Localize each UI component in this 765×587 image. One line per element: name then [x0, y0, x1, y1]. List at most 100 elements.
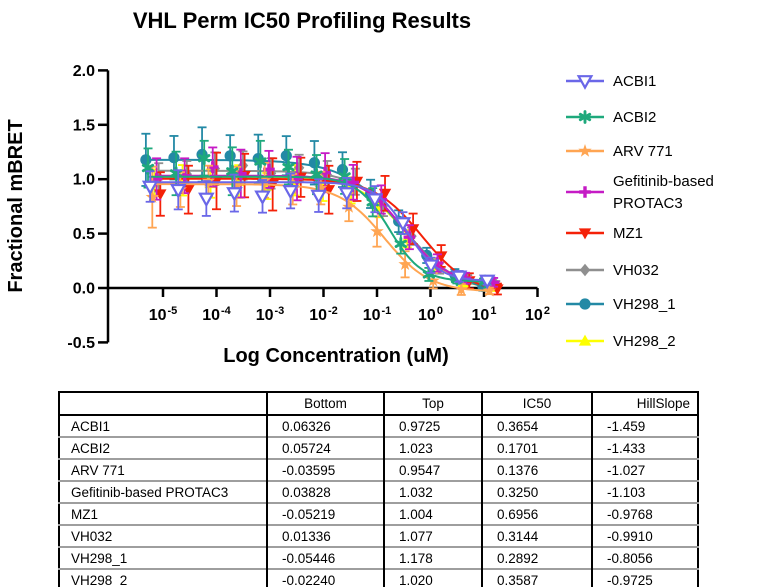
cell-hillslope: -1.103 — [591, 480, 698, 503]
cell-ic50: 0.1376 — [481, 458, 592, 481]
legend-item-mz1: MZ1 — [566, 225, 643, 242]
cell-hillslope: -0.8056 — [591, 546, 698, 569]
x-tick-label: 101 — [472, 305, 497, 324]
table-row: ARV 771 -0.03595 0.9547 0.1376 -1.027 — [59, 458, 698, 481]
x-tick-label: 100 — [418, 305, 443, 324]
cell-ic50: 0.3587 — [481, 568, 592, 587]
y-tick-label: 0.0 — [73, 281, 95, 298]
legend-item-acbi2: ACBI2 — [566, 109, 656, 126]
data-point — [229, 179, 244, 193]
data-point — [145, 190, 159, 203]
data-point — [478, 274, 496, 290]
cell-top: 1.020 — [383, 568, 482, 587]
data-point — [254, 190, 271, 206]
legend-item-vh032: VH032 — [566, 262, 659, 279]
table-row: ACBI1 0.06326 0.9725 0.3654 -1.459 — [59, 415, 698, 437]
cell-bottom: 0.03828 — [266, 480, 384, 503]
table-header-row: Bottom Top IC50 HillSlope — [59, 392, 698, 416]
cell-ic50: 0.3654 — [481, 415, 592, 437]
data-point — [254, 154, 267, 169]
data-point — [578, 334, 592, 346]
data-point — [280, 150, 292, 162]
x-tick-label: 10-1 — [363, 305, 392, 324]
col-header-top: Top — [383, 392, 482, 416]
data-point — [482, 283, 496, 297]
col-header-name — [59, 392, 267, 416]
legend-item-acbi1: ACBI1 — [566, 73, 656, 90]
dose-response-chart: VHL Perm IC50 Profiling Results Fraction… — [5, 8, 714, 367]
cell-name: ARV 771 — [59, 458, 267, 481]
y-tick-label: 1.0 — [73, 172, 95, 189]
legend-label: VH298_1 — [613, 296, 676, 313]
data-point — [168, 152, 180, 164]
cell-name: VH298_1 — [59, 546, 267, 569]
col-header-bottom: Bottom — [266, 392, 384, 416]
data-point — [450, 270, 468, 286]
table-row: Gefitinib-based PROTAC3 0.03828 1.032 0.… — [59, 480, 698, 503]
data-point — [579, 186, 591, 198]
legend-item-arv-771: ARV 771 — [566, 143, 673, 160]
cell-ic50: 0.3250 — [481, 480, 592, 503]
cell-top: 0.9547 — [383, 458, 482, 481]
x-tick-label: 102 — [525, 305, 550, 324]
cell-top: 1.032 — [383, 480, 482, 503]
data-point — [578, 144, 592, 157]
data-point — [578, 110, 592, 124]
legend-item-vh298-1: VH298_1 — [566, 296, 676, 313]
cell-name: VH298_2 — [59, 568, 267, 587]
table-row: ACBI2 0.05724 1.023 0.1701 -1.433 — [59, 436, 698, 459]
legend-label: VH032 — [613, 262, 659, 279]
table-row: MZ1 -0.05219 1.004 0.6956 -0.9768 — [59, 502, 698, 525]
y-axis-label: Fractional mBRET — [5, 119, 27, 292]
legend-label: Gefitinib-based — [613, 173, 714, 190]
chart-title: VHL Perm IC50 Profiling Results — [133, 8, 471, 33]
data-point — [293, 161, 305, 174]
cell-hillslope: -0.9725 — [591, 568, 698, 587]
cell-ic50: 0.1701 — [481, 436, 592, 459]
cell-bottom: -0.03595 — [266, 458, 384, 481]
data-point — [338, 187, 356, 202]
data-point — [198, 151, 211, 166]
fit-results-table: Bottom Top IC50 HillSlope ACBI1 0.06326 … — [58, 391, 699, 587]
cell-name: ACBI1 — [71, 418, 111, 434]
legend-item-vh298-2: VH298_2 — [566, 333, 676, 350]
cell-top: 1.004 — [383, 502, 482, 525]
data-point — [282, 160, 295, 174]
legend: ACBI1 ACBI2 ARV 771 Gefitinib-based PROTAC3 M… — [566, 73, 714, 350]
legend-label: ACBI2 — [613, 109, 656, 126]
table-row: VH032 0.01336 1.077 0.3144 -0.9910 — [59, 524, 698, 547]
data-point — [308, 157, 321, 169]
cell-top: 1.077 — [383, 524, 482, 547]
col-header-hillslope: HillSlope — [591, 392, 698, 416]
legend-label: PROTAC3 — [613, 195, 683, 212]
y-tick-label: 1.5 — [73, 117, 95, 134]
table-row: VH298_1 -0.05446 1.178 0.2892 -0.8056 — [59, 546, 698, 569]
cell-bottom: 0.05724 — [266, 436, 384, 459]
cell-name: ACBI2 — [59, 436, 267, 459]
data-point — [169, 183, 187, 199]
cell-hillslope: -0.9910 — [591, 524, 698, 547]
cell-top: 1.023 — [383, 436, 482, 459]
cell-bottom: -0.05219 — [266, 502, 384, 525]
data-point — [226, 187, 243, 202]
y-tick-label: 2.0 — [73, 63, 95, 80]
data-point — [366, 193, 384, 209]
y-tick-label: -0.5 — [67, 335, 95, 352]
axes: 2.0 1.5 1.0 0.5 0.0 -0.5 10-5 10-4 10-3 10-2 10-1 1… — [67, 63, 550, 352]
data-point — [198, 192, 215, 208]
cell-name: Gefitinib-based PROTAC3 — [59, 480, 267, 503]
y-tick-label: 0.5 — [73, 226, 95, 243]
cell-ic50: 0.3144 — [481, 524, 592, 547]
data-point — [141, 180, 159, 196]
x-tick-label: 10-4 — [202, 305, 231, 324]
x-tick-label: 10-5 — [149, 305, 178, 324]
cell-hillslope: -1.433 — [591, 436, 698, 459]
series-layer — [140, 126, 504, 297]
col-header-ic50: IC50 — [481, 392, 592, 416]
cell-ic50: 0.2892 — [481, 546, 592, 569]
data-point — [140, 154, 152, 166]
legend-item-gefitinib-based-protac3: Gefitinib-based PROTAC3 — [566, 173, 714, 212]
table-row: VH298_2 -0.02240 1.020 0.3587 -0.9725 — [59, 568, 698, 587]
cell-top: 1.178 — [383, 546, 482, 569]
